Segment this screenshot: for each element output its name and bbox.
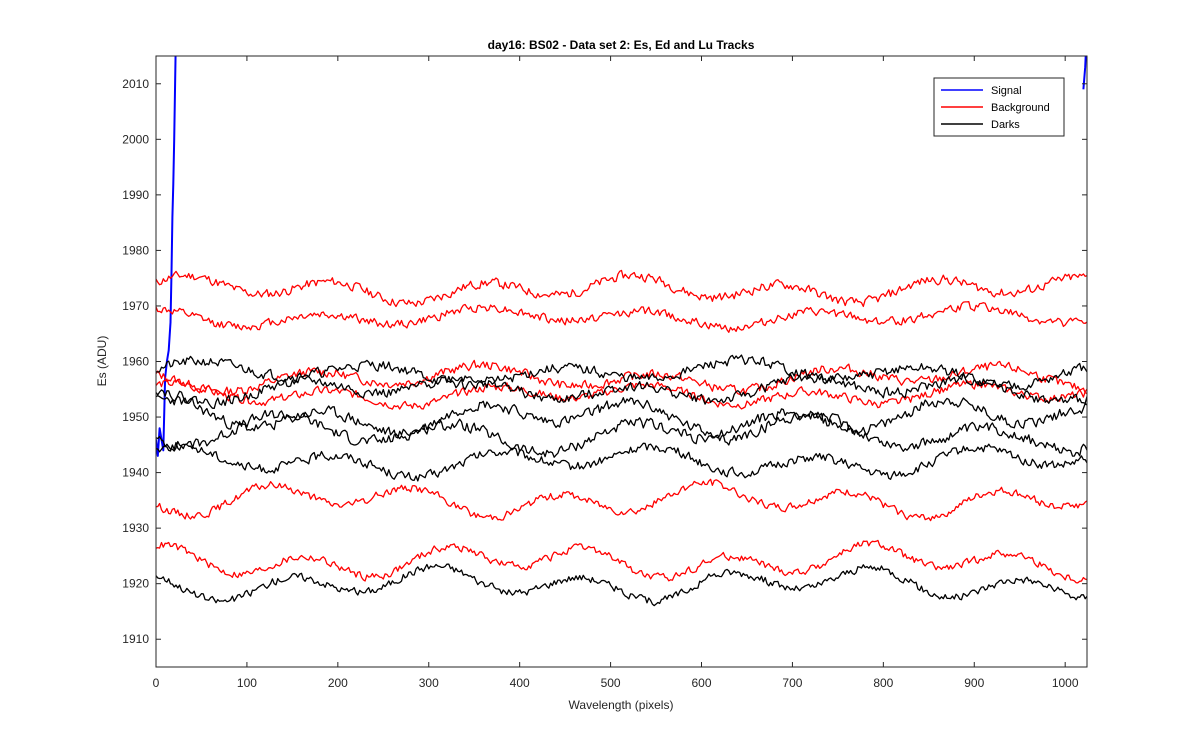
x-tick-label: 1000 xyxy=(1052,676,1079,690)
series-line-background-3 xyxy=(156,301,1087,333)
series-line-darks-13 xyxy=(156,563,1087,607)
series-line-background-4 xyxy=(156,359,1087,396)
legend: Signal Background Darks xyxy=(933,77,1065,137)
y-tick-label: 1910 xyxy=(122,632,149,646)
x-tick-label: 200 xyxy=(328,676,348,690)
series-line-darks-8 xyxy=(156,354,1087,391)
plot-area xyxy=(156,56,1087,667)
x-tick-label: 100 xyxy=(237,676,257,690)
ticks-layer: 0 100 200 300 400 500 600 700 800 900 1000 1910 1920… xyxy=(122,56,1087,690)
series-line-signal-1 xyxy=(1082,56,1087,90)
x-tick-label: 500 xyxy=(601,676,621,690)
x-tick-label: 300 xyxy=(419,676,439,690)
chart-title: day16: BS02 - Data set 2: Es, Ed and Lu … xyxy=(488,38,755,52)
x-axis-label: Wavelength (pixels) xyxy=(569,698,674,712)
y-tick-label: 1990 xyxy=(122,188,149,202)
series-line-darks-10 xyxy=(156,395,1087,439)
y-tick-label: 1970 xyxy=(122,299,149,313)
series-line-darks-9 xyxy=(156,373,1087,410)
legend-label-background: Background xyxy=(991,102,1050,114)
y-tick-label: 1950 xyxy=(122,410,149,424)
series-line-background-5 xyxy=(156,378,1087,410)
y-tick-label: 2010 xyxy=(122,77,149,91)
x-tick-label: 900 xyxy=(964,676,984,690)
series-line-darks-12 xyxy=(156,440,1087,482)
x-tick-label: 700 xyxy=(782,676,802,690)
y-axis-label: Es (ADU) xyxy=(95,336,109,387)
y-tick-label: 2000 xyxy=(122,132,149,146)
x-tick-label: 800 xyxy=(873,676,893,690)
x-tick-label: 600 xyxy=(691,676,711,690)
series-line-background-2 xyxy=(156,269,1087,308)
series-line-background-6 xyxy=(156,478,1087,522)
y-tick-label: 1980 xyxy=(122,243,149,257)
x-tick-label: 0 xyxy=(153,676,160,690)
plot-frame xyxy=(155,55,1088,668)
y-tick-label: 1960 xyxy=(122,355,149,369)
y-tick-label: 1920 xyxy=(122,577,149,591)
series-line-background-7 xyxy=(156,539,1087,584)
y-tick-label: 1930 xyxy=(122,521,149,535)
legend-label-signal: Signal xyxy=(991,85,1022,97)
legend-label-darks: Darks xyxy=(991,119,1020,131)
series-layer xyxy=(156,56,1087,607)
series-line-darks-11 xyxy=(156,409,1087,458)
series-line-signal-0 xyxy=(156,56,177,457)
y-tick-label: 1940 xyxy=(122,466,149,480)
x-tick-label: 400 xyxy=(510,676,530,690)
